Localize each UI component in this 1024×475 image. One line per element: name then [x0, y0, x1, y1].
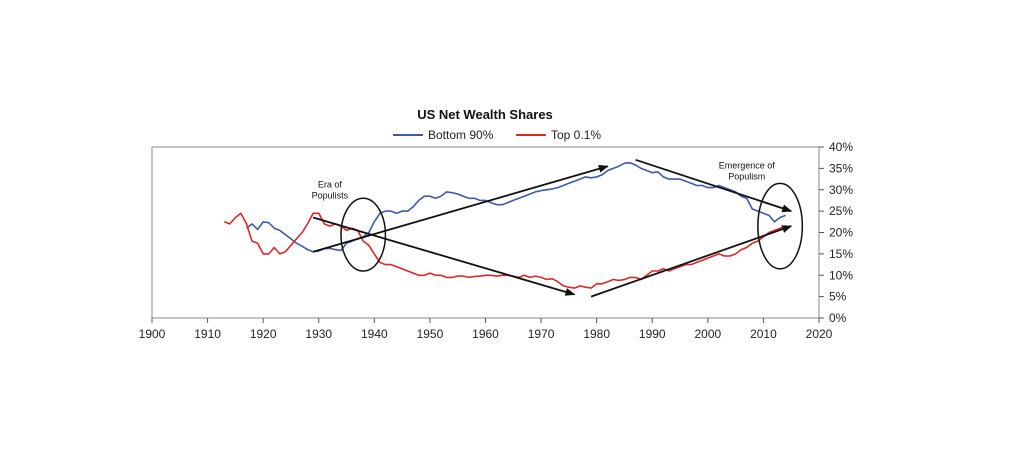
chart-title: US Net Wealth Shares	[417, 107, 553, 122]
y-tick-label: 0%	[829, 311, 847, 325]
y-axis: 0% 5% 10% 15% 20% 25% 30% 35% 40%	[819, 140, 853, 325]
y-tick-label: 35%	[829, 161, 853, 175]
x-tick-label: 1950	[417, 327, 444, 341]
y-tick-label: 30%	[829, 183, 853, 197]
x-tick-label: 1920	[250, 327, 277, 341]
x-tick-label: 2020	[806, 327, 833, 341]
y-tick-label: 40%	[829, 140, 853, 154]
x-tick-label: 1930	[305, 327, 332, 341]
series-layer	[224, 162, 786, 289]
y-tick-label: 15%	[829, 247, 853, 261]
x-tick-label: 2000	[694, 327, 721, 341]
annotation-label: Era of Populists	[312, 180, 349, 201]
series-line-top-01	[224, 212, 786, 289]
x-axis: 1900 1910 1920 1930 1940 1950 1960 1970 1980 1990…	[139, 318, 833, 341]
x-tick-label: 1910	[194, 327, 221, 341]
y-tick-label: 25%	[829, 204, 853, 218]
legend-label-top-01: Top 0.1%	[551, 128, 601, 142]
x-tick-label: 2010	[750, 327, 777, 341]
legend-label-bottom-90: Bottom 90%	[428, 128, 494, 142]
x-tick-label: 1900	[139, 327, 166, 341]
series-line-bottom-90	[246, 162, 786, 253]
trend-arrow	[635, 158, 793, 213]
x-tick-label: 1990	[639, 327, 666, 341]
trend-arrow	[590, 225, 793, 298]
overlay-layer: Era of Populists Emergence of Populism	[312, 158, 804, 298]
highlight-ellipse	[757, 182, 804, 270]
trend-arrow	[312, 164, 609, 253]
y-tick-label: 10%	[829, 268, 853, 282]
y-tick-label: 20%	[829, 226, 853, 240]
x-tick-label: 1960	[472, 327, 499, 341]
annotation-label: Emergence of Populism	[719, 160, 776, 181]
trend-arrow	[312, 216, 576, 296]
legend: Bottom 90% Top 0.1%	[393, 128, 601, 142]
x-tick-label: 1980	[583, 327, 610, 341]
plot-frame	[151, 146, 820, 319]
highlight-ellipse	[340, 197, 387, 272]
y-tick-label: 5%	[829, 290, 847, 304]
x-tick-label: 1970	[528, 327, 555, 341]
x-tick-label: 1940	[361, 327, 388, 341]
